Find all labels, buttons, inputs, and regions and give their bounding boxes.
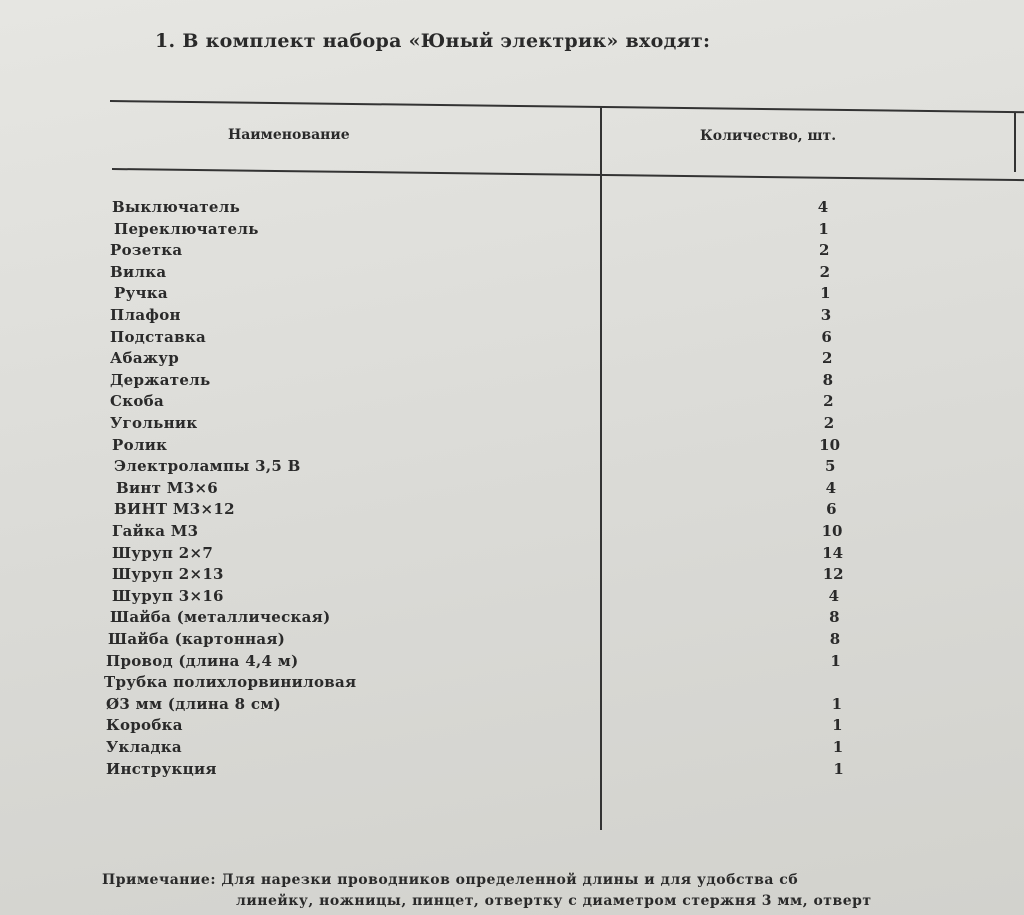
item-name: Коробка xyxy=(106,716,183,735)
table-row: Ролик 10 xyxy=(0,436,1024,458)
item-name: Розетка xyxy=(110,241,183,260)
table-row: Укладка 1 xyxy=(0,738,1024,760)
item-quantity: 1 xyxy=(831,694,843,713)
item-name: Угольник xyxy=(110,414,198,432)
item-name: Винт М3×6 xyxy=(116,478,219,497)
table-row: Шуруп 3×16 4 xyxy=(0,587,1024,609)
item-quantity: 12 xyxy=(822,565,844,584)
item-quantity: 1 xyxy=(830,651,841,670)
table-row: Розетка 2 xyxy=(0,241,1024,263)
item-name: Трубка полихлорвиниловая xyxy=(104,673,357,692)
item-name: Ролик xyxy=(112,435,168,454)
item-quantity: 2 xyxy=(818,241,830,260)
table-row: Винт М3×6 4 xyxy=(0,479,1024,501)
item-quantity: 4 xyxy=(825,478,837,497)
table-row: Абажур 2 xyxy=(0,349,1024,371)
table-row: ВИНТ М3×12 6 xyxy=(0,500,1024,522)
item-name: Шуруп 2×13 xyxy=(112,565,224,584)
item-quantity: 5 xyxy=(824,457,836,476)
table-row: Скоба 2 xyxy=(0,392,1024,414)
table-row: Электролампы 3,5 В 5 xyxy=(0,457,1024,479)
item-quantity: 1 xyxy=(832,716,843,735)
item-name: Гайка М3 xyxy=(112,522,199,540)
item-name: Шайба (картонная) xyxy=(108,630,286,648)
header-name: Наименование xyxy=(228,127,350,143)
item-quantity: 4 xyxy=(817,198,829,216)
table-row: Коробка 1 xyxy=(0,716,1024,738)
item-quantity: 8 xyxy=(829,608,840,627)
item-quantity: 2 xyxy=(823,414,835,432)
item-quantity: 8 xyxy=(829,630,841,648)
item-quantity: 1 xyxy=(818,219,829,238)
item-quantity: 2 xyxy=(819,262,831,281)
table-top-rule xyxy=(109,100,1024,114)
table-row: Шайба (металлическая) 8 xyxy=(0,608,1024,630)
item-name: Скоба xyxy=(110,392,164,411)
table-row: Держатель 8 xyxy=(0,371,1024,393)
table-row: Гайка М3 10 xyxy=(0,522,1024,544)
table-header-rule xyxy=(111,168,1024,182)
table-row: Выключатель 4 xyxy=(0,198,1024,220)
item-name: Шайба (металлическая) xyxy=(110,608,331,627)
item-quantity: 6 xyxy=(821,327,832,346)
item-name: Держатель xyxy=(110,370,211,389)
item-name: Ручка xyxy=(114,284,168,303)
item-quantity: 14 xyxy=(822,543,844,562)
note-line-2: линейку, ножницы, пинцет, отвертку с диа… xyxy=(236,893,872,909)
item-name: Подставка xyxy=(110,327,206,346)
item-name: Ø3 мм (длина 8 см) xyxy=(106,694,282,713)
header-quantity: Количество, шт. xyxy=(700,128,837,144)
table-row: Шуруп 2×7 14 xyxy=(0,544,1024,566)
item-quantity: 1 xyxy=(820,284,831,303)
item-name: Выключатель xyxy=(112,198,241,216)
item-quantity: 10 xyxy=(819,435,841,454)
table-row: Угольник 2 xyxy=(0,414,1024,436)
item-quantity: 8 xyxy=(822,370,834,389)
item-name: Переключатель xyxy=(114,219,259,238)
section-title: 1. В комплект набора «Юный электрик» вхо… xyxy=(155,30,711,52)
table-row: Переключатель 1 xyxy=(0,220,1024,242)
table-row: Ручка 1 xyxy=(0,284,1024,306)
item-name: Вилка xyxy=(110,262,167,281)
table-row: Шайба (картонная) 8 xyxy=(0,630,1024,652)
table-row: Трубка полихлорвиниловая xyxy=(0,673,1024,695)
table-row: Плафон 3 xyxy=(0,306,1024,328)
note-line-1: Примечание: Для нарезки проводников опре… xyxy=(102,872,799,888)
column-divider xyxy=(600,106,602,830)
item-name: Шуруп 2×7 xyxy=(112,543,214,562)
item-name: Абажур xyxy=(110,349,179,368)
item-quantity: 4 xyxy=(828,586,840,605)
item-name: Плафон xyxy=(110,306,181,324)
item-name: Шуруп 3×16 xyxy=(112,586,224,605)
table-right-border xyxy=(1014,112,1016,172)
table-row: Подставка 6 xyxy=(0,328,1024,350)
item-name: Инструкция xyxy=(106,759,217,778)
table-row: Инструкция 1 xyxy=(0,760,1024,782)
item-name: Укладка xyxy=(106,738,182,756)
item-quantity: 10 xyxy=(821,522,843,540)
item-quantity: 1 xyxy=(833,759,844,778)
item-quantity: 6 xyxy=(826,500,837,519)
item-quantity: 3 xyxy=(820,306,832,324)
item-name: Электролампы 3,5 В xyxy=(114,457,301,476)
table-row: Ø3 мм (длина 8 см) 1 xyxy=(0,695,1024,717)
item-quantity: 2 xyxy=(821,349,833,368)
item-name: Провод (длина 4,4 м) xyxy=(106,651,299,670)
table-row: Шуруп 2×13 12 xyxy=(0,565,1024,587)
item-name: ВИНТ М3×12 xyxy=(114,500,235,519)
table-row: Провод (длина 4,4 м) 1 xyxy=(0,652,1024,674)
item-quantity: 2 xyxy=(823,392,834,411)
table-row: Вилка 2 xyxy=(0,263,1024,285)
item-quantity: 1 xyxy=(832,738,844,756)
